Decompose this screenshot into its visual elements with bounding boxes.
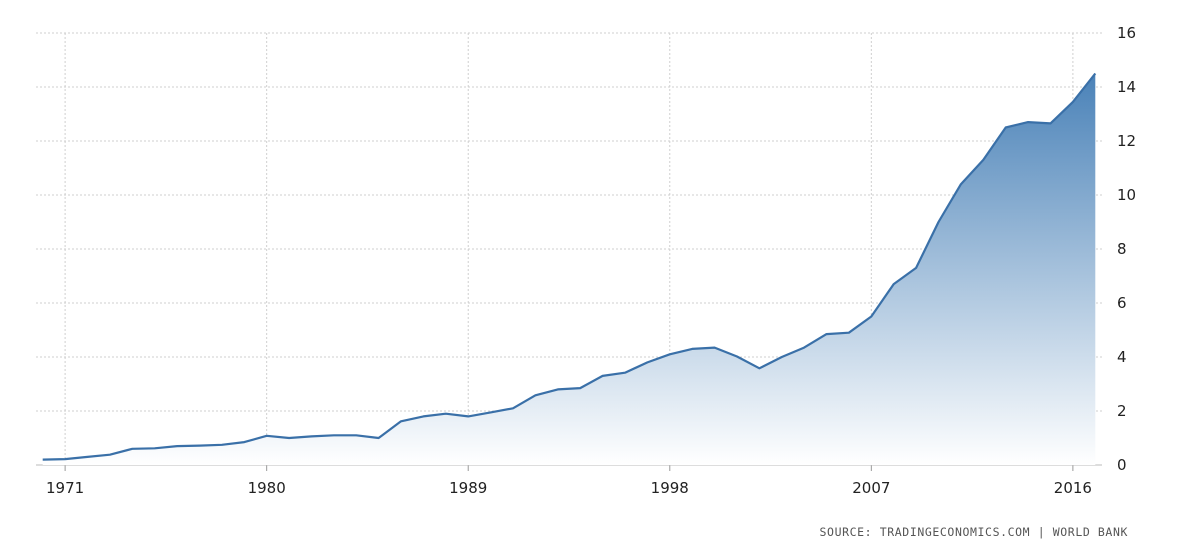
y-tick-label: 6 [1117,294,1127,312]
y-tick-label: 2 [1117,402,1127,420]
source-caption: SOURCE: TRADINGECONOMICS.COM | WORLD BAN… [819,525,1128,539]
y-tick-label: 10 [1117,186,1136,204]
y-tick-label: 12 [1117,132,1136,150]
y-tick-label: 16 [1117,24,1136,42]
y-tick-label: 4 [1117,348,1127,366]
x-tick-label: 2007 [852,479,890,497]
x-tick-label: 1998 [651,479,689,497]
x-tick-label: 2016 [1054,479,1092,497]
y-tick-label: 14 [1117,78,1136,96]
area-layer [42,73,1096,465]
x-tick-label: 1989 [449,479,487,497]
x-axis-ticks: 1971 1980 1989 1998 2007 2016 [46,479,1092,497]
y-axis-ticks: 0 2 4 6 8 10 12 14 16 [1117,24,1136,474]
y-tick-label: 0 [1117,456,1127,474]
x-tick-label: 1971 [46,479,84,497]
x-tick-label: 1980 [248,479,286,497]
series-line [42,72,1097,461]
line-layer [42,72,1097,461]
series-area [42,73,1096,465]
y-tick-label: 8 [1117,240,1127,258]
